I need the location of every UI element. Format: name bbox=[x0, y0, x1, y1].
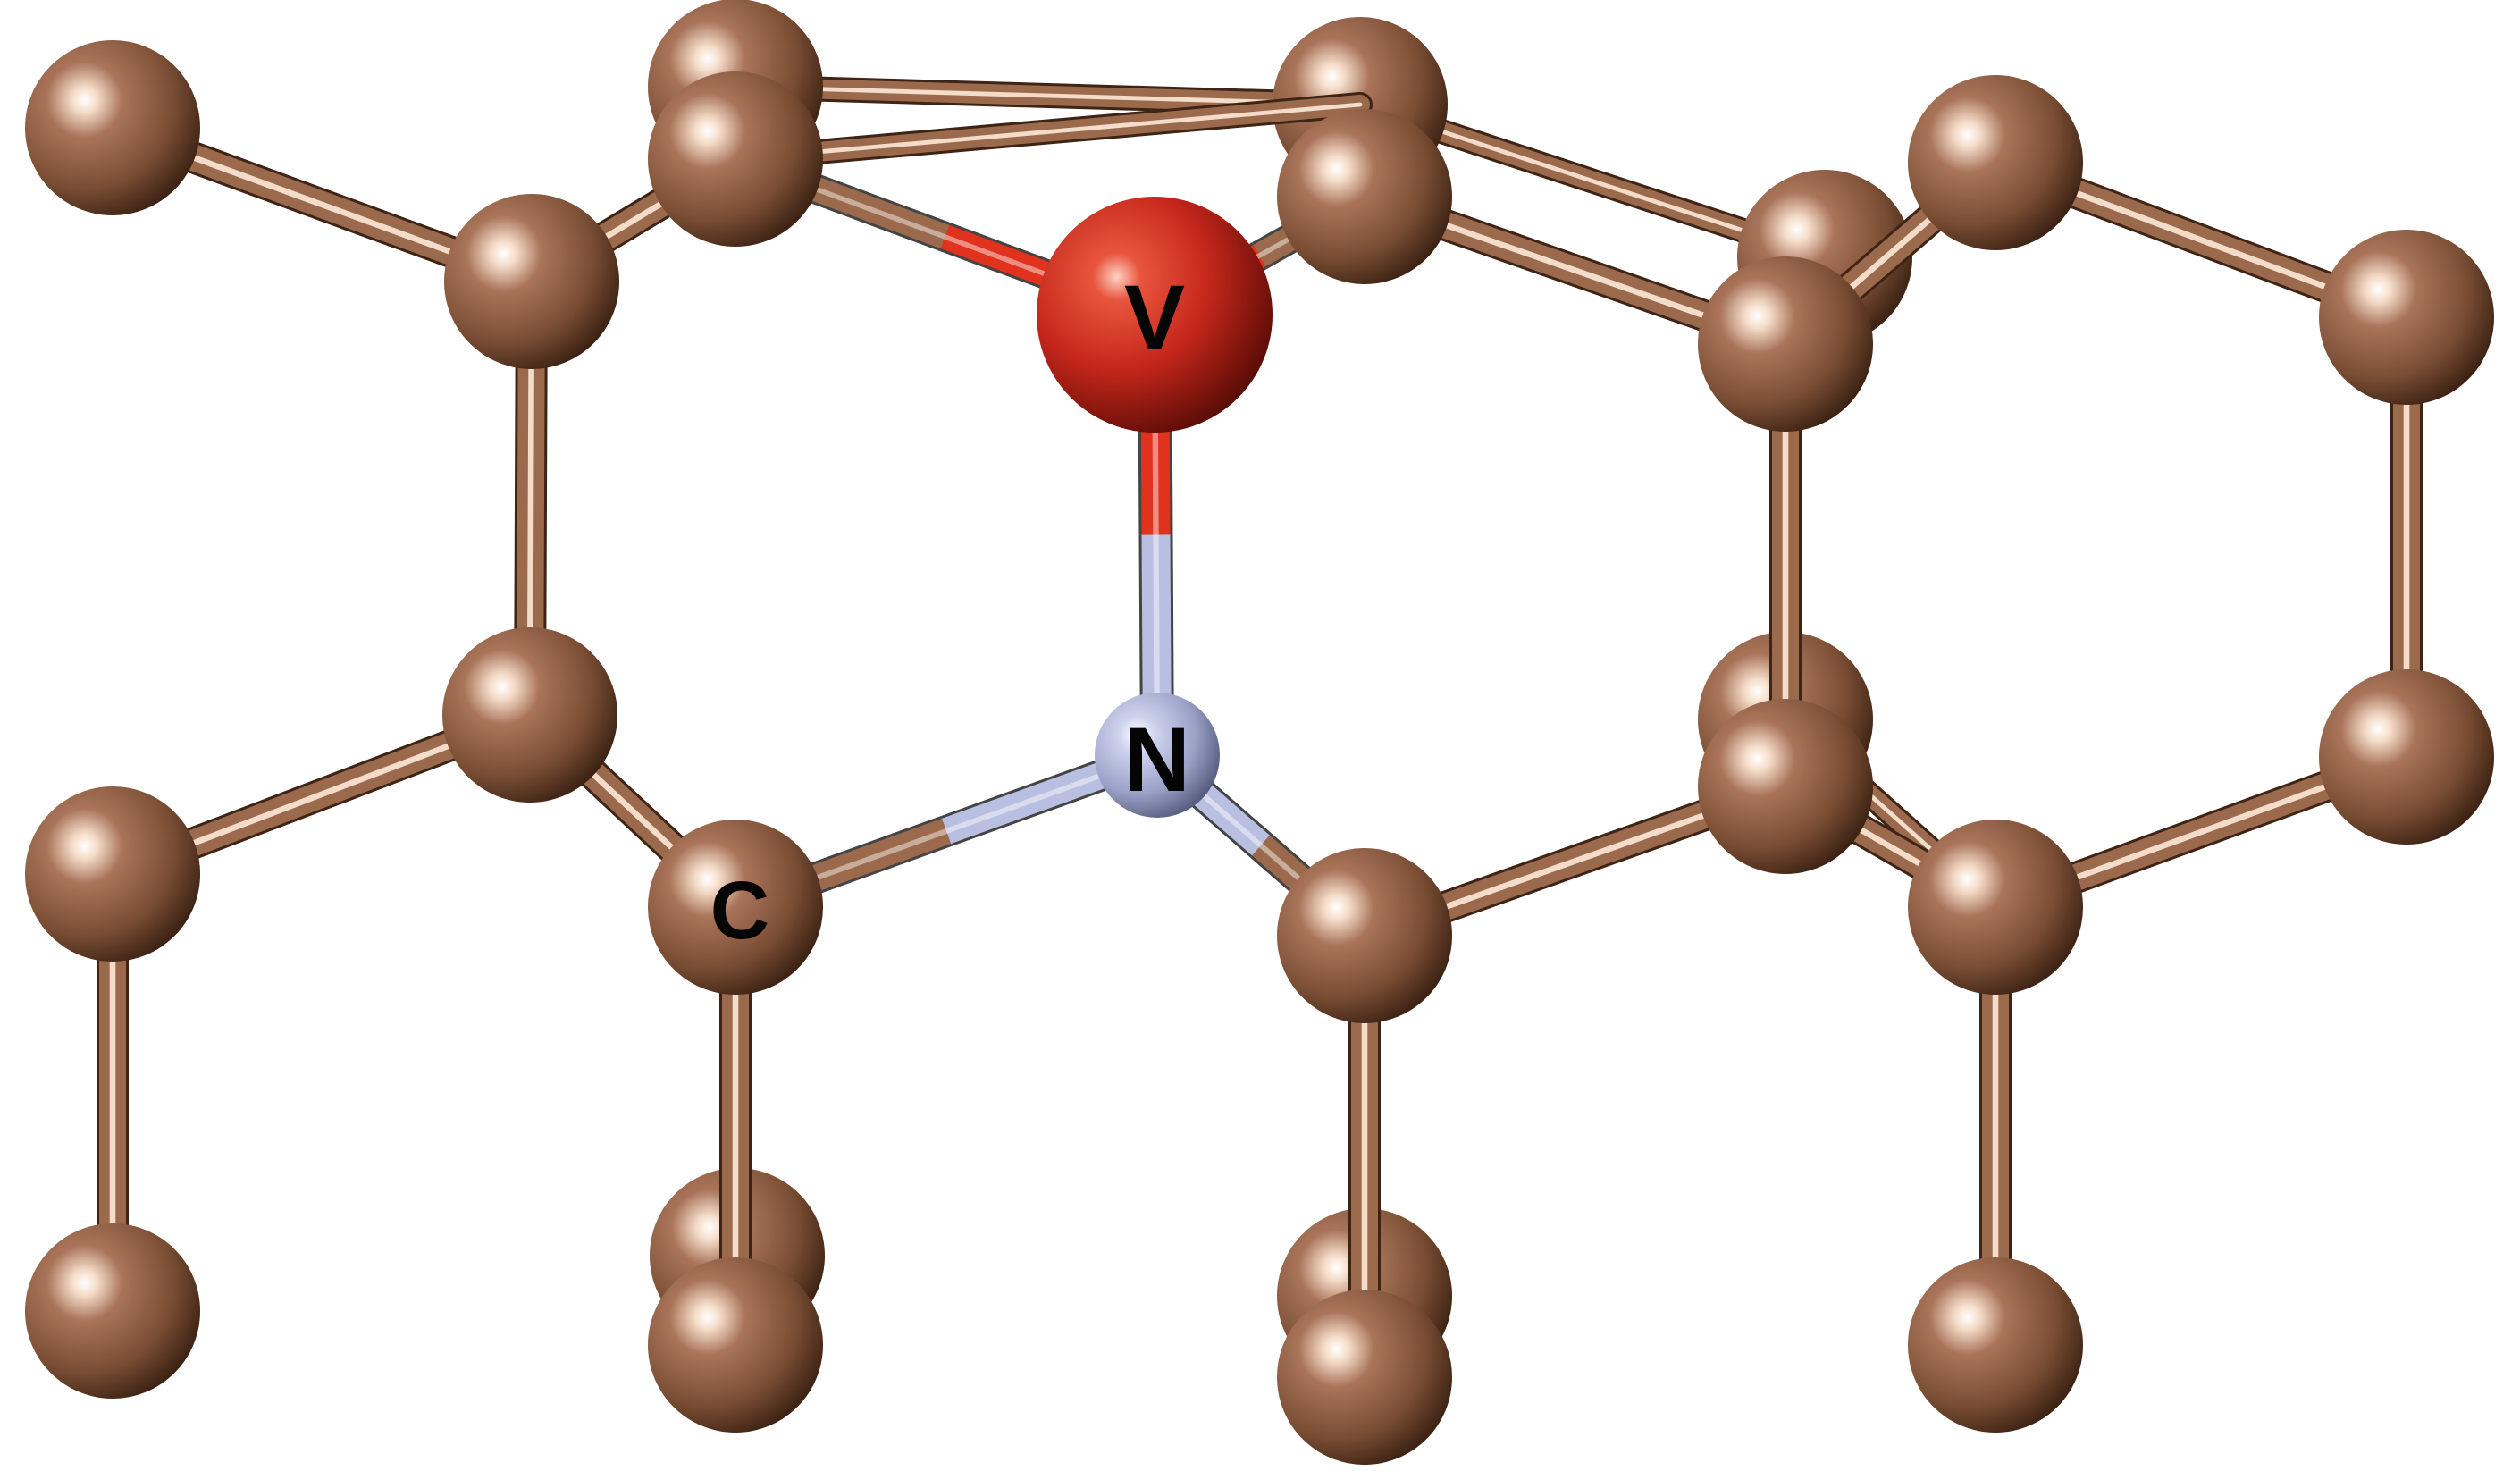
atom-labels-layer: V N C bbox=[710, 266, 1190, 956]
nitrogen-atom bbox=[1095, 693, 1220, 818]
carbon-label: C bbox=[710, 865, 769, 956]
bond bbox=[723, 92, 1373, 172]
carbon-atom bbox=[2319, 230, 2494, 405]
carbon-atom bbox=[442, 627, 617, 803]
nitrogen-label: N bbox=[1124, 709, 1190, 811]
carbon-atom bbox=[444, 194, 619, 369]
carbon-atom bbox=[1908, 75, 2083, 250]
carbon-atom bbox=[1698, 256, 1873, 432]
carbon-atom bbox=[25, 786, 200, 962]
carbon-atom bbox=[1698, 699, 1873, 874]
vanadium-label: V bbox=[1124, 266, 1185, 368]
vanadium-atom bbox=[1037, 197, 1273, 433]
carbon-atom bbox=[2319, 669, 2494, 845]
front-atoms-layer bbox=[25, 40, 2494, 1465]
bond-highlight bbox=[733, 102, 1363, 162]
carbon-atom bbox=[648, 820, 823, 995]
carbon-atom bbox=[648, 1257, 823, 1433]
carbon-atom bbox=[1908, 1257, 2083, 1433]
carbon-atom bbox=[1277, 1290, 1452, 1465]
carbon-atom bbox=[25, 40, 200, 215]
carbon-atom bbox=[1908, 820, 2083, 995]
carbon-atom bbox=[1277, 848, 1452, 1023]
carbon-atom bbox=[648, 71, 823, 247]
carbon-atom bbox=[1277, 109, 1452, 284]
carbon-atom bbox=[25, 1223, 200, 1399]
